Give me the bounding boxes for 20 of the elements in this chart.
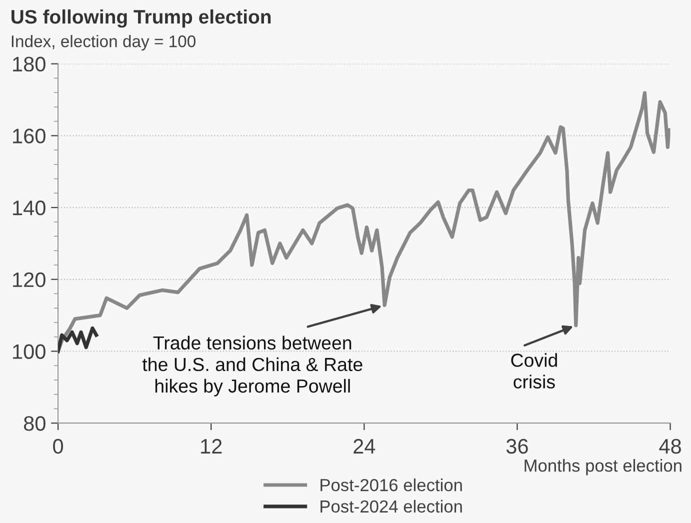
legend-label: Post-2016 election: [320, 478, 462, 492]
y-tick-label: 140: [13, 200, 46, 216]
x-tick-label: 36: [506, 438, 528, 454]
x-tick-label: 12: [201, 438, 222, 454]
y-tick-label: 180: [13, 56, 46, 72]
chart-title: US following Trump election: [12, 9, 271, 28]
legend-label: Post-2024 election: [320, 500, 462, 513]
y-tick-label: 120: [13, 272, 46, 288]
line-series: [58, 326, 98, 354]
line-series: [58, 91, 670, 354]
y-tick-label: 80: [24, 416, 46, 431]
y-tick-label: 160: [13, 128, 46, 144]
x-axis-title: Months post election: [524, 459, 682, 476]
x-tick-label: 0: [53, 438, 64, 454]
chart-subtitle: Index, election day = 100: [12, 34, 196, 51]
x-tick-label: 48: [659, 438, 681, 454]
annotation: Covid crisis: [511, 353, 557, 388]
y-tick-label: 100: [13, 344, 46, 359]
x-tick-label: 24: [354, 438, 376, 454]
annotation: Trade tensions between the U.S. and China & Rate hikes by Jerome Powell: [142, 336, 362, 396]
